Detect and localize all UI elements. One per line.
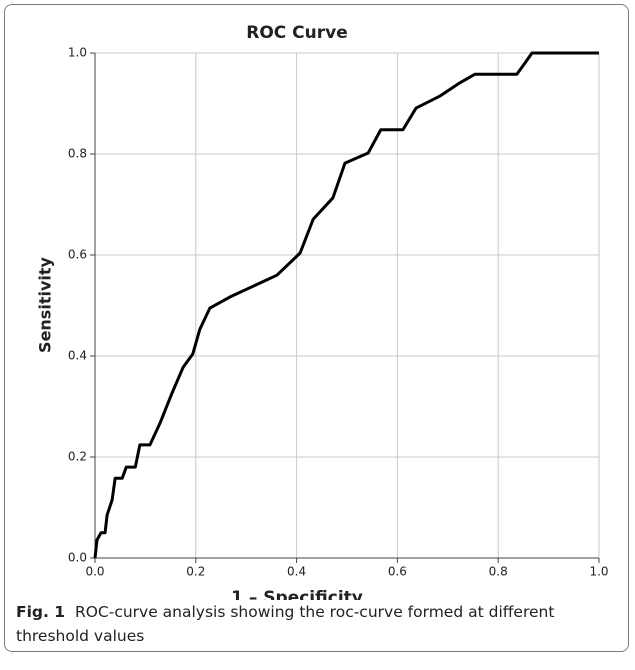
caption: Fig. 1 ROC-curve analysis showing the ro… [16, 600, 616, 648]
x-tick-label: 0.6 [388, 565, 407, 579]
chart-title: ROC Curve [246, 23, 348, 43]
x-tick-label: 0.2 [186, 565, 205, 579]
y-tick-label: 0.2 [68, 450, 87, 464]
y-axis-label: Sensitivity [36, 256, 55, 352]
caption-label: Fig. 1 [16, 603, 66, 621]
figure-frame [4, 4, 629, 652]
y-tick-label: 0.8 [68, 147, 87, 161]
x-tick-label: 0.0 [85, 565, 104, 579]
x-tick-label: 0.4 [287, 565, 306, 579]
x-tick-label: 1.0 [589, 565, 608, 579]
x-tick-label: 0.8 [489, 565, 508, 579]
x-axis-label: 1 – Specificity [231, 588, 363, 600]
y-tick-label: 0.4 [68, 349, 87, 363]
roc-curve [93, 51, 599, 559]
y-tick-label: 0.0 [68, 551, 87, 565]
y-tick-label: 1.0 [68, 46, 87, 60]
caption-text: ROC-curve analysis showing the roc-curve… [16, 603, 555, 645]
y-tick-label: 0.6 [68, 248, 87, 262]
chart: ROC Curve 1 – Specificity Sensitivity 0.… [36, 23, 609, 600]
